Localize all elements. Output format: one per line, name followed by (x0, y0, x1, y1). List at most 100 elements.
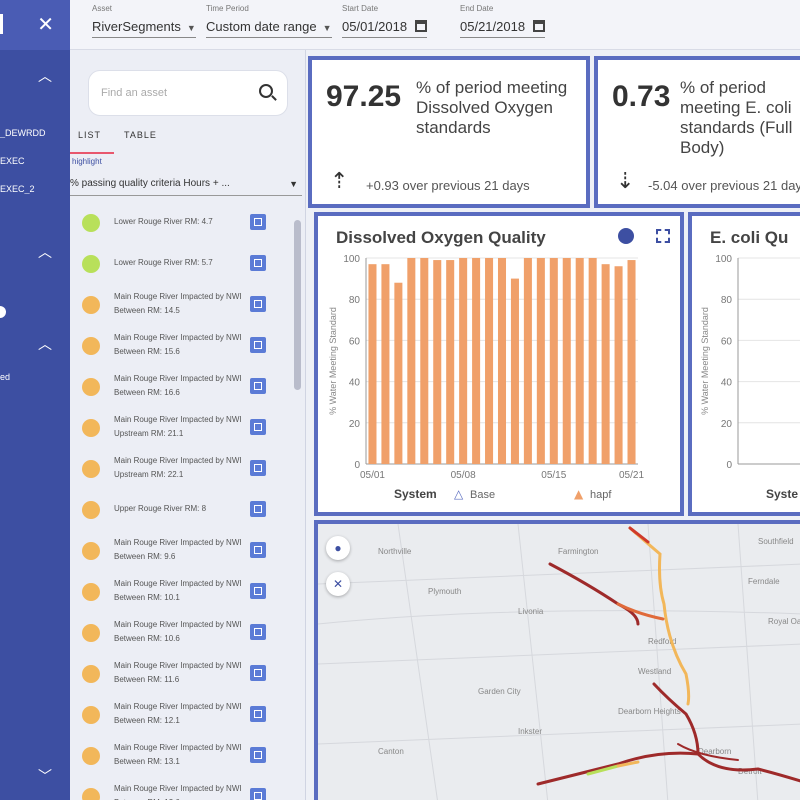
legend-label: Base (470, 489, 495, 501)
road (737, 524, 759, 800)
open-detail-icon[interactable] (250, 460, 266, 476)
open-detail-icon[interactable] (250, 542, 266, 558)
tab-list[interactable]: LIST (78, 130, 102, 140)
map-place-label: Dearborn Heights (618, 707, 681, 716)
period-filter[interactable]: Time Period Custom date range ▼ (206, 4, 332, 38)
expand-icon[interactable] (656, 229, 670, 243)
bar (601, 264, 610, 464)
chart-title: Dissolved Oxygen Quality (336, 228, 546, 247)
locate-icon[interactable]: ● (326, 536, 350, 560)
list-item[interactable]: Main Rouge River Impacted by NWI Between… (70, 530, 300, 571)
y-tick-label: 20 (721, 419, 733, 430)
dropdown-arrow-icon[interactable]: ▼ (289, 179, 298, 189)
period-filter-value[interactable]: Custom date range (206, 19, 317, 34)
calendar-icon[interactable] (533, 20, 546, 32)
kpi-value: 97.25 (326, 80, 402, 113)
do-chart: 0 20 40 60 80 100 % Water Meeting Standard 05/0… (328, 254, 644, 501)
status-dot-icon (82, 583, 100, 601)
close-icon[interactable]: ✕ (37, 14, 54, 36)
x-axis-label: System (394, 487, 437, 501)
asset-filter[interactable]: Asset RiverSegments ▼ (92, 4, 196, 38)
highlight-label[interactable]: highlight (72, 157, 102, 166)
kpi-card-ecoli: 0.73 % of period meeting E. coli standar… (594, 56, 800, 208)
bar (381, 264, 390, 464)
open-detail-icon[interactable] (250, 788, 266, 800)
status-dot-icon (82, 214, 100, 232)
sort-select[interactable]: % passing quality criteria Hours + ... ▼ (70, 174, 302, 196)
list-item[interactable]: Main Rouge River Impacted by NWI Between… (70, 653, 300, 694)
map-canvas[interactable]: Northville Plymouth Canton Westland Livonia G… (318, 524, 800, 800)
open-detail-icon[interactable] (250, 337, 266, 353)
tab-table[interactable]: TABLE (124, 130, 157, 140)
fit-extent-icon[interactable]: ✕ (326, 572, 350, 596)
chevron-up-icon[interactable]: ︿ (38, 336, 52, 352)
y-axis-label: % Water Meeting Standard (700, 307, 710, 415)
status-dot-icon (82, 788, 100, 800)
open-detail-icon[interactable] (250, 501, 266, 517)
scrollbar[interactable] (294, 220, 301, 390)
open-detail-icon[interactable] (250, 419, 266, 435)
y-tick-label: 20 (349, 419, 361, 430)
list-item-label: Main Rouge River Impacted by NWI Between… (114, 538, 242, 561)
nav-item[interactable]: ed (0, 372, 11, 382)
list-item[interactable]: Main Rouge River Impacted by NWI Between… (70, 735, 300, 776)
list-item-label: Main Rouge River Impacted by NWI Upstrea… (114, 456, 242, 479)
nav-item[interactable]: _DEWRDD (0, 128, 46, 138)
list-item[interactable]: Upper Rouge River RM: 8 (70, 489, 300, 530)
dropdown-arrow-icon[interactable]: ▼ (322, 23, 332, 33)
open-detail-icon[interactable] (250, 706, 266, 722)
search-icon[interactable] (259, 84, 273, 98)
print-icon[interactable] (618, 228, 634, 244)
list-item[interactable]: Lower Rouge River RM: 5.7 (70, 243, 300, 284)
y-tick-label: 60 (349, 336, 361, 347)
open-detail-icon[interactable] (250, 378, 266, 394)
start-date-value[interactable]: 05/01/2018 (342, 19, 408, 34)
active-tab-indicator (70, 152, 114, 154)
asset-filter-value[interactable]: RiverSegments (92, 19, 181, 34)
kpi-value: 0.73 (612, 80, 671, 113)
list-item[interactable]: Main Rouge River Impacted by NWI Upstrea… (70, 448, 300, 489)
kpi-description: % of period meeting Dissolved Oxygen sta… (416, 78, 568, 137)
open-detail-icon[interactable] (250, 214, 266, 230)
bar (562, 258, 571, 464)
list-item-label: Main Rouge River Impacted by NWI Between… (114, 743, 242, 766)
list-item[interactable]: Main Rouge River Impacted by NWI Between… (70, 776, 300, 800)
list-item-label: Main Rouge River Impacted by NWI Between… (114, 620, 242, 643)
chevron-down-icon[interactable]: ﹀ (38, 768, 52, 784)
open-detail-icon[interactable] (250, 583, 266, 599)
open-detail-icon[interactable] (250, 624, 266, 640)
list-item[interactable]: Main Rouge River Impacted by NWI Upstrea… (70, 407, 300, 448)
menu-icon[interactable] (0, 14, 8, 34)
end-date-filter[interactable]: End Date 05/21/2018 (460, 4, 546, 38)
chevron-up-icon[interactable]: ︿ (38, 68, 52, 84)
map-view[interactable]: Northville Plymouth Canton Westland Livonia G… (314, 520, 800, 800)
search-placeholder[interactable]: Find an asset (101, 87, 168, 99)
list-item[interactable]: Lower Rouge River RM: 4.7 (70, 202, 300, 243)
open-detail-icon[interactable] (250, 747, 266, 763)
status-dot-icon (82, 296, 100, 314)
bar (433, 260, 442, 464)
status-dot-icon (82, 624, 100, 642)
open-detail-icon[interactable] (250, 665, 266, 681)
dropdown-arrow-icon[interactable]: ▼ (186, 23, 196, 33)
nav-item[interactable]: EXEC (0, 156, 25, 166)
list-item[interactable]: Main Rouge River Impacted by NWI Between… (70, 325, 300, 366)
list-item[interactable]: Main Rouge River Impacted by NWI Between… (70, 571, 300, 612)
calendar-icon[interactable] (415, 20, 428, 32)
sort-select-value[interactable]: % passing quality criteria Hours + ... (70, 178, 230, 189)
chevron-up-icon[interactable]: ︿ (38, 244, 52, 260)
list-item-label: Lower Rouge River RM: 5.7 (114, 258, 213, 267)
nav-item[interactable]: EXEC_2 (0, 184, 35, 194)
open-detail-icon[interactable] (250, 255, 266, 271)
end-date-value[interactable]: 05/21/2018 (460, 19, 526, 34)
list-item[interactable]: Main Rouge River Impacted by NWI Between… (70, 366, 300, 407)
asset-search[interactable]: Find an asset (88, 70, 288, 116)
list-item[interactable]: Main Rouge River Impacted by NWI Between… (70, 612, 300, 653)
list-item-label: Main Rouge River Impacted by NWI Between… (114, 784, 242, 800)
start-date-filter[interactable]: Start Date 05/01/2018 (342, 4, 428, 38)
list-item[interactable]: Main Rouge River Impacted by NWI Between… (70, 284, 300, 325)
list-item[interactable]: Main Rouge River Impacted by NWI Between… (70, 694, 300, 735)
y-tick-label: 100 (343, 254, 360, 265)
open-detail-icon[interactable] (250, 296, 266, 312)
asset-list: Lower Rouge River RM: 4.7 Lower Rouge Riv… (70, 202, 300, 800)
